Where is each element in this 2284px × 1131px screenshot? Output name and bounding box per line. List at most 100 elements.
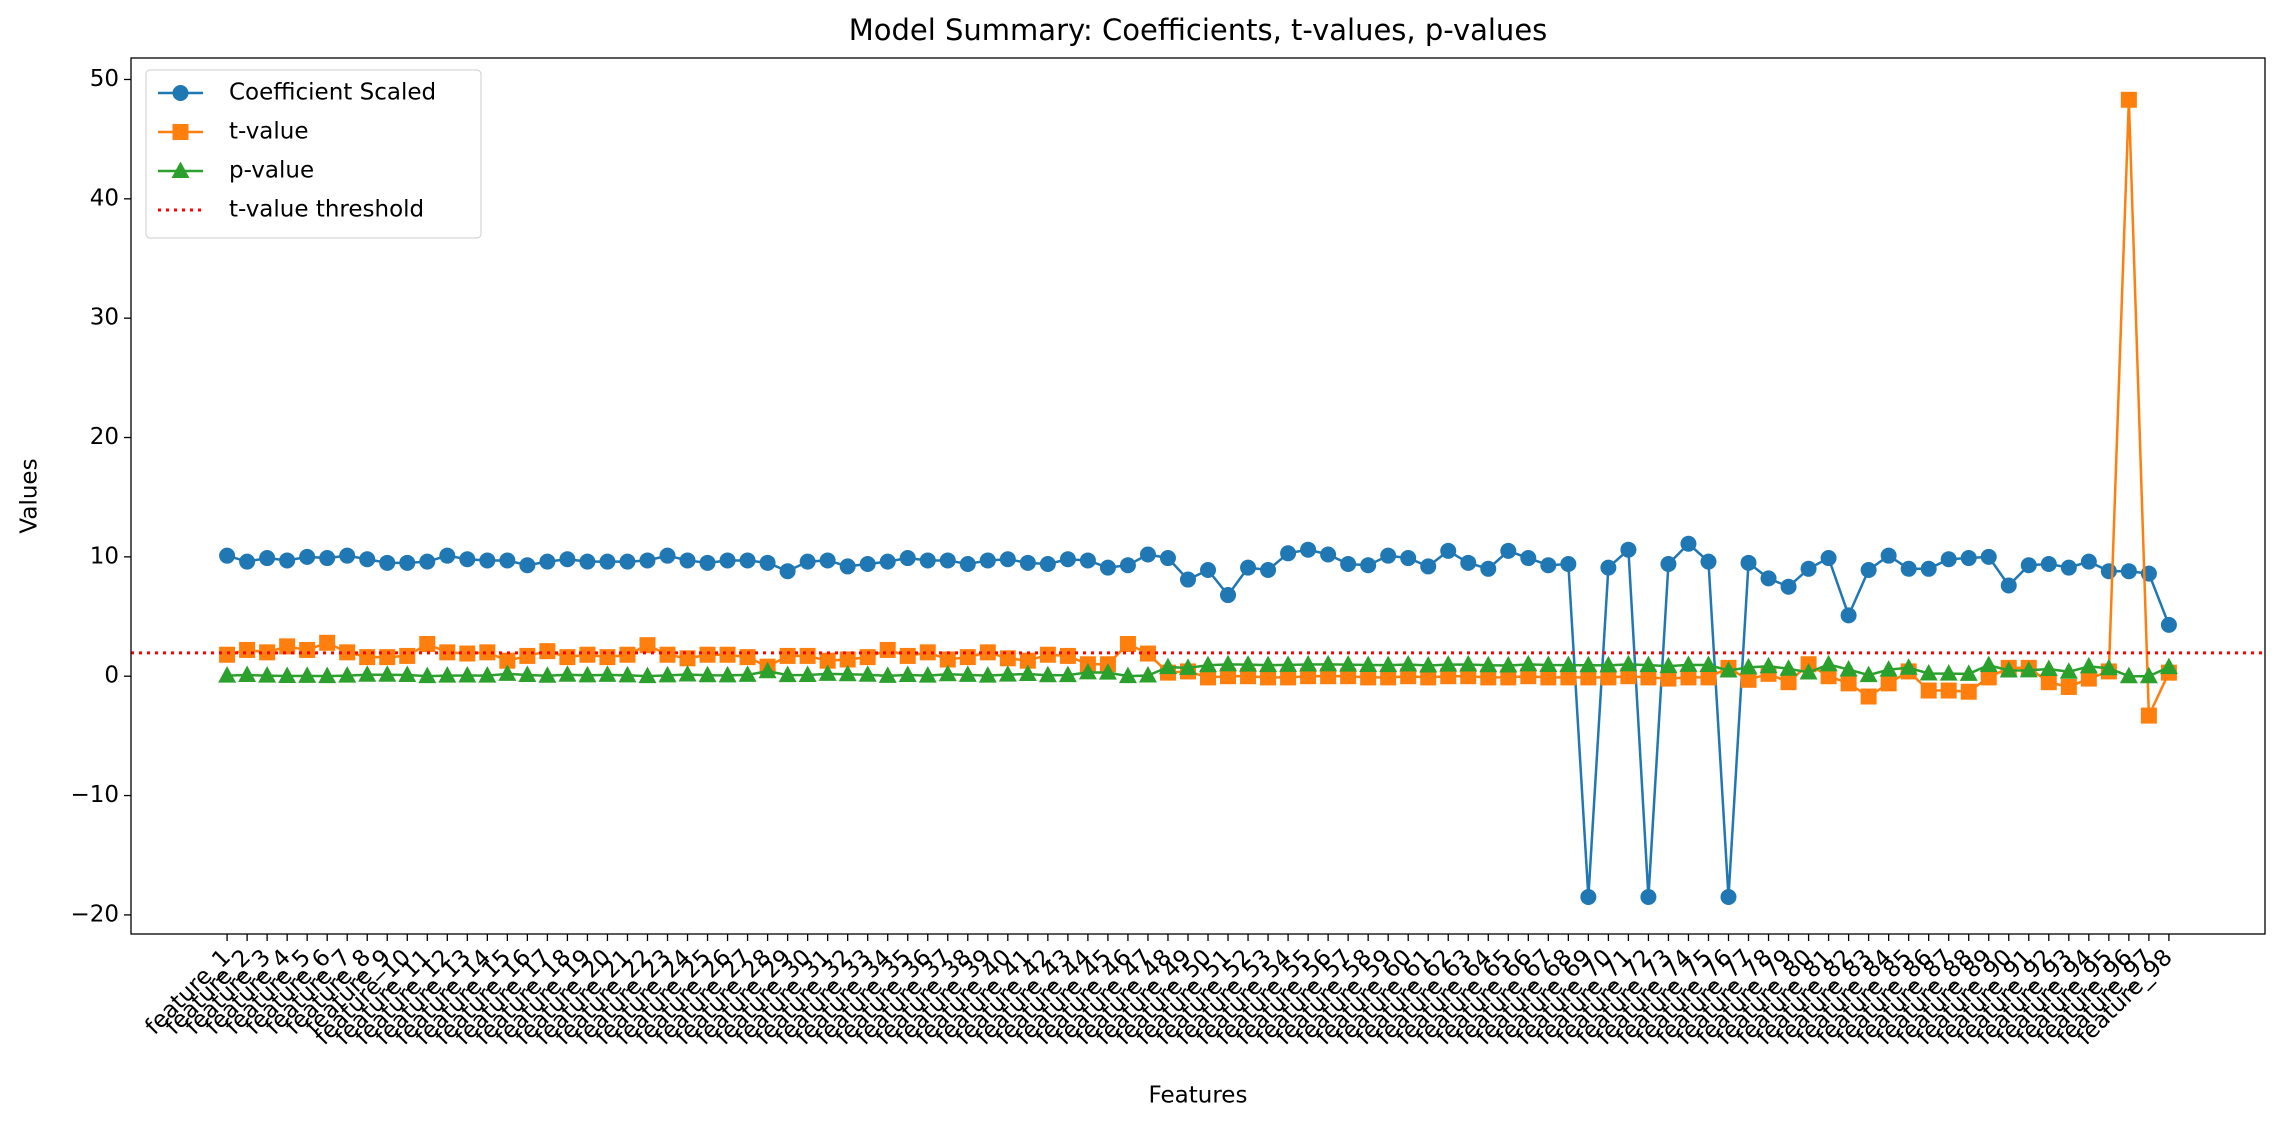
data-point [2080,670,2097,687]
data-point [1400,668,1417,685]
data-point [1680,669,1697,686]
data-point [479,552,496,569]
data-point [799,553,816,570]
data-point [1559,655,1578,673]
data-point [1340,668,1357,685]
data-point [239,641,256,658]
data-point [1260,669,1277,686]
data-point [818,664,837,681]
data-point [938,664,957,682]
data-point [699,554,716,571]
data-point [1240,559,1257,576]
data-point [1420,669,1437,686]
data-point [1459,655,1478,672]
data-point [1139,546,1156,563]
data-point [399,554,416,571]
chart-title: Model Summary: Coefficients, t-values, p… [849,13,1548,47]
data-point [1480,669,1497,686]
data-point [999,551,1016,568]
data-point [1520,550,1537,567]
data-point [879,641,896,658]
data-point [1419,655,1438,673]
data-point [1880,675,1897,692]
legend-label: t-value threshold [229,197,424,223]
data-point [1840,675,1857,692]
y-tick-label: 30 [90,305,119,331]
data-point [1740,671,1757,688]
data-point [2059,662,2078,679]
data-point [1519,654,1538,672]
data-point [1300,668,1317,685]
data-point [1440,668,1457,685]
data-point [1599,655,1618,673]
data-point [1919,663,1938,681]
data-point [1799,663,1818,680]
data-point [1520,668,1537,685]
data-point [1619,654,1638,672]
data-point [719,646,736,663]
data-point [978,666,997,683]
data-point [1660,670,1677,687]
data-point [1679,655,1698,672]
data-point [479,644,496,661]
data-point [1200,561,1217,578]
data-point [1440,542,1457,559]
data-point [1939,664,1958,681]
data-point [1018,664,1037,681]
data-point [1420,558,1437,575]
y-tick-label: 10 [90,543,119,569]
data-point [499,552,516,569]
data-point [1580,889,1597,906]
data-point [538,666,557,683]
data-point [519,647,536,664]
data-point [898,665,917,683]
y-tick-label: −20 [70,901,119,927]
data-point [1980,548,1997,565]
data-point [1600,559,1617,576]
data-point [1038,665,1057,683]
data-point [638,666,657,684]
data-point [1439,655,1458,672]
data-point [639,552,656,569]
data-point [1220,668,1237,685]
data-point [1660,556,1677,573]
data-point [2019,660,2038,678]
data-point [2060,678,2077,695]
data-point [1999,660,2018,678]
data-point [598,665,617,682]
data-point [318,666,337,684]
data-point [1880,547,1897,564]
data-point [219,547,236,564]
data-point [1620,668,1637,685]
data-point [1780,674,1797,691]
data-point [379,649,396,666]
data-point [759,554,776,571]
data-point [438,666,457,683]
data-point [2039,659,2058,677]
data-point [1560,556,1577,573]
data-point [699,646,716,663]
data-point [1059,551,1076,568]
data-point [2040,674,2057,691]
data-point [739,552,756,569]
data-point [379,554,396,571]
data-point [1640,669,1657,686]
data-point [839,651,856,668]
data-point [1560,669,1577,686]
data-point [1639,655,1658,673]
data-point [1360,669,1377,686]
data-point [1500,669,1517,686]
data-point [458,665,477,683]
data-point [738,665,757,682]
data-point [1860,561,1877,578]
data-point [1640,889,1657,906]
data-point [2139,666,2158,684]
data-point [658,665,677,683]
data-point [1078,662,1097,680]
data-point [1339,655,1358,672]
data-point [1058,665,1077,683]
y-tick-label: −10 [70,782,119,808]
data-point [979,552,996,569]
data-point [358,665,377,682]
data-point [2099,658,2118,676]
